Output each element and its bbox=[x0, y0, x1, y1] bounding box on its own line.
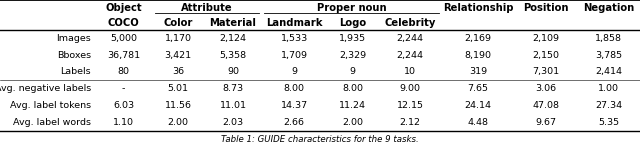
Text: 1,709: 1,709 bbox=[281, 51, 308, 60]
Text: Celebrity: Celebrity bbox=[385, 18, 436, 28]
Text: Images: Images bbox=[56, 34, 91, 43]
Text: 7.65: 7.65 bbox=[468, 84, 488, 93]
Text: 2.03: 2.03 bbox=[222, 118, 243, 127]
Text: 2,244: 2,244 bbox=[397, 34, 424, 43]
Text: 24.14: 24.14 bbox=[465, 101, 492, 110]
Text: Logo: Logo bbox=[339, 18, 366, 28]
Text: Material: Material bbox=[209, 18, 257, 28]
Text: 80: 80 bbox=[117, 67, 129, 76]
Text: COCO: COCO bbox=[108, 18, 140, 28]
Text: 7,301: 7,301 bbox=[532, 67, 559, 76]
Text: Position: Position bbox=[523, 2, 568, 12]
Text: 8.00: 8.00 bbox=[284, 84, 305, 93]
Text: 1,935: 1,935 bbox=[339, 34, 366, 43]
Text: 11.01: 11.01 bbox=[220, 101, 246, 110]
Text: 5.35: 5.35 bbox=[598, 118, 619, 127]
Text: 1,858: 1,858 bbox=[595, 34, 622, 43]
Text: 9.00: 9.00 bbox=[400, 84, 420, 93]
Text: Negation: Negation bbox=[583, 2, 634, 12]
Text: 8.73: 8.73 bbox=[222, 84, 243, 93]
Text: 5,358: 5,358 bbox=[220, 51, 246, 60]
Text: 5.01: 5.01 bbox=[168, 84, 189, 93]
Text: 11.24: 11.24 bbox=[339, 101, 366, 110]
Text: 11.56: 11.56 bbox=[164, 101, 192, 110]
Text: 10: 10 bbox=[404, 67, 416, 76]
Text: 2.12: 2.12 bbox=[400, 118, 420, 127]
Text: 9: 9 bbox=[350, 67, 356, 76]
Text: 1,170: 1,170 bbox=[164, 34, 192, 43]
Text: 2,244: 2,244 bbox=[397, 51, 424, 60]
Text: 9: 9 bbox=[291, 67, 297, 76]
Text: 1.10: 1.10 bbox=[113, 118, 134, 127]
Text: 8.00: 8.00 bbox=[342, 84, 364, 93]
Text: 2,329: 2,329 bbox=[339, 51, 366, 60]
Text: 2,109: 2,109 bbox=[532, 34, 559, 43]
Text: Bboxes: Bboxes bbox=[57, 51, 91, 60]
Text: 3.06: 3.06 bbox=[535, 84, 556, 93]
Text: 3,421: 3,421 bbox=[164, 51, 192, 60]
Text: Relationship: Relationship bbox=[443, 2, 513, 12]
Text: 3,785: 3,785 bbox=[595, 51, 622, 60]
Text: 8,190: 8,190 bbox=[465, 51, 492, 60]
Text: 36,781: 36,781 bbox=[107, 51, 140, 60]
Text: Attribute: Attribute bbox=[181, 2, 233, 12]
Text: 90: 90 bbox=[227, 67, 239, 76]
Text: 1,533: 1,533 bbox=[280, 34, 308, 43]
Text: 5,000: 5,000 bbox=[110, 34, 137, 43]
Text: 2.66: 2.66 bbox=[284, 118, 305, 127]
Text: 36: 36 bbox=[172, 67, 184, 76]
Text: 12.15: 12.15 bbox=[397, 101, 424, 110]
Text: -: - bbox=[122, 84, 125, 93]
Text: Object: Object bbox=[105, 2, 141, 12]
Text: 47.08: 47.08 bbox=[532, 101, 559, 110]
Text: Labels: Labels bbox=[60, 67, 91, 76]
Text: 2.00: 2.00 bbox=[168, 118, 189, 127]
Text: 14.37: 14.37 bbox=[281, 101, 308, 110]
Text: 2,150: 2,150 bbox=[532, 51, 559, 60]
Text: Color: Color bbox=[163, 18, 193, 28]
Text: Avg. negative labels: Avg. negative labels bbox=[0, 84, 91, 93]
Text: Avg. label words: Avg. label words bbox=[13, 118, 91, 127]
Text: Avg. label tokens: Avg. label tokens bbox=[10, 101, 91, 110]
Text: 2.00: 2.00 bbox=[342, 118, 364, 127]
Text: 2,124: 2,124 bbox=[220, 34, 246, 43]
Text: 4.48: 4.48 bbox=[468, 118, 488, 127]
Text: 2,414: 2,414 bbox=[595, 67, 622, 76]
Text: Proper noun: Proper noun bbox=[317, 2, 387, 12]
Text: 2,169: 2,169 bbox=[465, 34, 492, 43]
Text: 9.67: 9.67 bbox=[535, 118, 556, 127]
Text: 319: 319 bbox=[469, 67, 487, 76]
Text: Landmark: Landmark bbox=[266, 18, 323, 28]
Text: 6.03: 6.03 bbox=[113, 101, 134, 110]
Text: Table 1: GUIDE characteristics for the 9 tasks.: Table 1: GUIDE characteristics for the 9… bbox=[221, 135, 419, 144]
Text: 1.00: 1.00 bbox=[598, 84, 619, 93]
Text: 27.34: 27.34 bbox=[595, 101, 622, 110]
